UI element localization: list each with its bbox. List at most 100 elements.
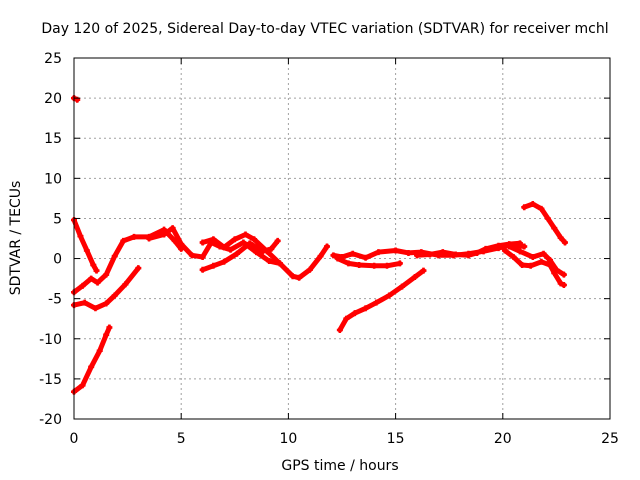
data-point [405,249,412,256]
data-point [289,273,296,280]
data-point [538,205,545,212]
data-point [88,363,95,370]
data-point [411,274,418,281]
data-point [426,251,433,258]
data-point [240,239,247,246]
x-tick-label: 25 [601,431,619,447]
data-point [414,252,421,259]
chart-title: Day 120 of 2025, Sidereal Day-to-day VTE… [41,21,608,37]
y-tick-label: 0 [53,252,62,268]
data-point [544,215,551,222]
data-point [420,267,427,274]
data-point [474,249,481,256]
series-arc-13 [501,247,567,289]
data-point [540,250,547,257]
data-point [396,260,403,267]
data-series [71,95,568,395]
data-point [465,252,472,259]
x-tick-label: 20 [494,431,512,447]
data-point [362,254,369,261]
data-point [373,299,380,306]
data-point [103,331,110,338]
data-point [274,237,281,244]
data-point [120,237,127,244]
data-point [334,255,341,262]
data-point [276,260,283,267]
data-point [510,253,517,260]
data-point [169,225,176,232]
data-point [93,267,100,274]
y-tick-label: -5 [48,292,62,308]
y-tick-labels: -20 -15 -10 -5 0 5 10 15 20 25 [39,51,62,428]
data-point [111,292,118,299]
data-point [131,233,138,240]
data-point [92,305,99,312]
data-point [199,266,206,273]
data-point [221,258,228,265]
y-axis-label: SDTVAR / TECUs [8,181,24,296]
data-point [221,244,228,251]
series-line [414,240,523,258]
data-point [516,240,523,247]
data-point [336,326,343,333]
data-point [317,253,324,260]
data-point [79,382,86,389]
y-tick-label: 20 [44,91,62,107]
data-point [83,247,90,254]
data-point [482,245,489,252]
data-point [561,239,568,246]
data-point [251,236,258,243]
data-point [384,262,391,269]
series-arc-10 [334,255,403,269]
y-tick-label: -20 [39,412,62,428]
y-tick-label: -15 [39,372,62,388]
x-axis-label: GPS time / hours [281,458,398,474]
data-point [529,201,536,208]
x-tick-label: 5 [177,431,186,447]
y-tick-label: -10 [39,332,62,348]
data-point [501,247,508,254]
data-point [538,258,545,265]
data-point [371,262,378,269]
data-point [90,261,97,268]
series-arc-8 [199,237,281,273]
data-point [375,249,382,256]
data-point [122,281,129,288]
data-point [210,236,217,243]
data-point [392,247,399,254]
x-tick-labels: 0 5 10 15 20 25 [70,431,619,447]
data-point [362,305,369,312]
data-point [81,299,88,306]
data-point [266,257,273,264]
plot-frame [73,57,611,420]
data-point [557,234,564,241]
data-point [529,253,536,260]
data-point [521,243,528,250]
data-point [551,225,558,232]
series-arc-14 [506,243,567,278]
data-point [111,253,118,260]
data-point [103,300,110,307]
data-point [79,282,86,289]
data-point [210,262,217,269]
series-arc-12 [414,240,523,259]
data-point [343,315,350,322]
series-arc-15 [521,201,568,246]
data-point [178,241,185,248]
data-point [553,266,560,273]
data-point [106,324,113,331]
data-point [527,262,534,269]
data-point [94,279,101,286]
data-point [188,252,195,259]
data-point [103,271,110,278]
data-point [323,243,330,250]
data-point [356,261,363,268]
data-point [349,250,356,257]
axis-ticks [73,57,611,420]
data-point [330,252,337,259]
series-arc-11 [336,267,427,333]
data-point [233,250,240,257]
data-point [345,260,352,267]
x-tick-label: 15 [387,431,405,447]
